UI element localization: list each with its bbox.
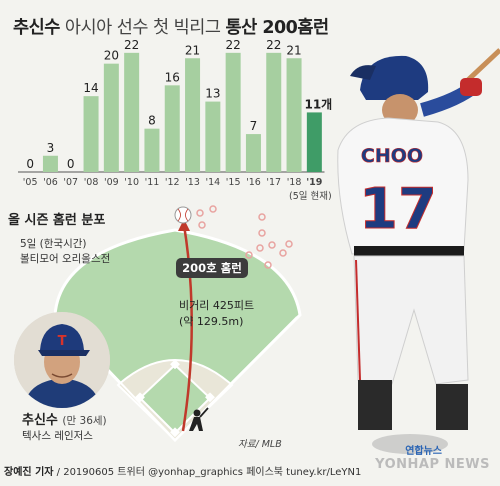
- cap-letter: T: [58, 334, 67, 349]
- tick-label-06: '06: [43, 177, 58, 188]
- value-label-18: 21: [286, 43, 301, 57]
- tick-label-19: '19: [306, 177, 322, 188]
- footer-author: 장예진 기자: [4, 467, 54, 478]
- helmet-icon: [360, 55, 429, 100]
- value-label-08: 14: [83, 81, 98, 95]
- tick-label-11: '11: [145, 177, 160, 188]
- bar-06: [42, 155, 58, 172]
- first-base: [205, 392, 215, 403]
- batter-silhouette-icon: [189, 407, 209, 431]
- brand-small: 연합뉴스: [405, 446, 442, 457]
- outfield-grass: [53, 228, 302, 443]
- title-mid: 아시아 선수 첫 빅리그: [59, 18, 226, 38]
- distance-feet: 비거리 425피트: [179, 299, 255, 312]
- tick-label-12: '12: [165, 177, 180, 188]
- ball-stitch: [177, 208, 189, 222]
- batting-gloves-icon: [460, 78, 482, 96]
- value-label-19: 11개: [304, 97, 332, 111]
- tick-label-14: '14: [205, 177, 220, 188]
- homerun-bar-chart: 0 '05 3 '06 0 '07 14 '08 20 '09 22 '10 8 '11 16 '12 21 '1…: [18, 38, 332, 200]
- value-label-13: 21: [185, 43, 200, 57]
- tick-label-08: '08: [84, 177, 99, 188]
- player-team: 텍사스 레인저스: [22, 430, 93, 442]
- tick-label-18: '18: [287, 177, 302, 188]
- footer-credit: 장예진 기자 / 20190605 트위터 @yonhap_graphics 페…: [0, 460, 500, 486]
- value-label-14: 13: [205, 87, 220, 101]
- page-title: 추신수 아시아 선수 첫 빅리그 통산 200홈런: [13, 14, 329, 39]
- arrow-head: [178, 219, 190, 231]
- player-name: 추신수 (만 36세): [22, 409, 107, 428]
- tick-label-10: '10: [124, 177, 139, 188]
- value-label-05: 0: [26, 157, 34, 171]
- brand-watermark: YONHAP NEWS: [375, 457, 490, 472]
- baseball-field-diagram: [53, 205, 302, 443]
- tick-label-13: '13: [185, 177, 200, 188]
- value-label-09: 20: [104, 49, 119, 63]
- bar-17: [266, 52, 282, 173]
- value-label-12: 16: [165, 70, 180, 84]
- bar-18: [286, 58, 302, 172]
- bar-16: [245, 134, 261, 172]
- source-label: 자료/ MLB: [238, 439, 282, 450]
- bar-08: [83, 96, 99, 172]
- home-plate: [170, 427, 180, 438]
- player-name-text: 추신수: [22, 413, 58, 428]
- bar-09: [103, 63, 119, 172]
- season-venue: 볼티모어 오리올스전: [20, 253, 111, 265]
- jersey-name: CHOO: [361, 145, 423, 167]
- season-distribution-title: 올 시즌 홈런 분포: [8, 213, 106, 228]
- baseball-icon: [174, 206, 192, 224]
- tick-label-05: '05: [23, 177, 38, 188]
- portrait-illustration: T: [14, 312, 110, 408]
- tick-label-07: '07: [63, 177, 78, 188]
- bar-19: [306, 112, 322, 172]
- tick-label-15: '15: [226, 177, 241, 188]
- value-label-17: 22: [266, 38, 281, 52]
- value-label-06: 3: [47, 141, 55, 155]
- player-portrait: T: [14, 312, 110, 408]
- bar-10: [124, 52, 140, 173]
- bat-icon: [466, 48, 500, 82]
- distance-meters: (약 129.5m): [179, 315, 244, 328]
- season-date: 5일 (한국시간): [20, 238, 87, 250]
- bar-11: [144, 128, 160, 172]
- player-age: (만 36세): [62, 415, 107, 427]
- bar-15: [225, 52, 241, 173]
- player-batting-photo: CHOO 17: [337, 48, 500, 454]
- tick-label-09: '09: [104, 177, 119, 188]
- bar-13: [185, 58, 201, 172]
- bar-14: [205, 101, 221, 172]
- bar-12: [164, 85, 180, 172]
- milestone-badge: 200호 홈런: [176, 258, 248, 278]
- second-base: [170, 359, 180, 370]
- value-label-07: 0: [67, 157, 75, 171]
- value-label-11: 8: [148, 114, 156, 128]
- value-label-15: 22: [226, 38, 241, 52]
- cap-icon: [40, 324, 84, 350]
- distance-label: 비거리 425피트 (약 129.5m): [179, 298, 254, 330]
- footer-social: / 20190605 트위터 @yonhap_graphics 페이스북 tun…: [53, 467, 362, 478]
- tick-label-17: '17: [266, 177, 281, 188]
- jersey: [337, 117, 469, 255]
- jersey-number: 17: [359, 177, 437, 242]
- title-prefix: 추신수: [13, 18, 60, 38]
- tick-label-16: '16: [246, 177, 261, 188]
- pants: [353, 255, 469, 385]
- value-label-10: 22: [124, 38, 139, 52]
- value-label-16: 7: [250, 119, 258, 133]
- title-suffix: 통산 200홈런: [225, 18, 330, 38]
- as-of-note: (5일 현재): [289, 191, 332, 200]
- homerun-trajectory-arrow: [181, 224, 193, 432]
- season-homerun-dots: [196, 205, 293, 269]
